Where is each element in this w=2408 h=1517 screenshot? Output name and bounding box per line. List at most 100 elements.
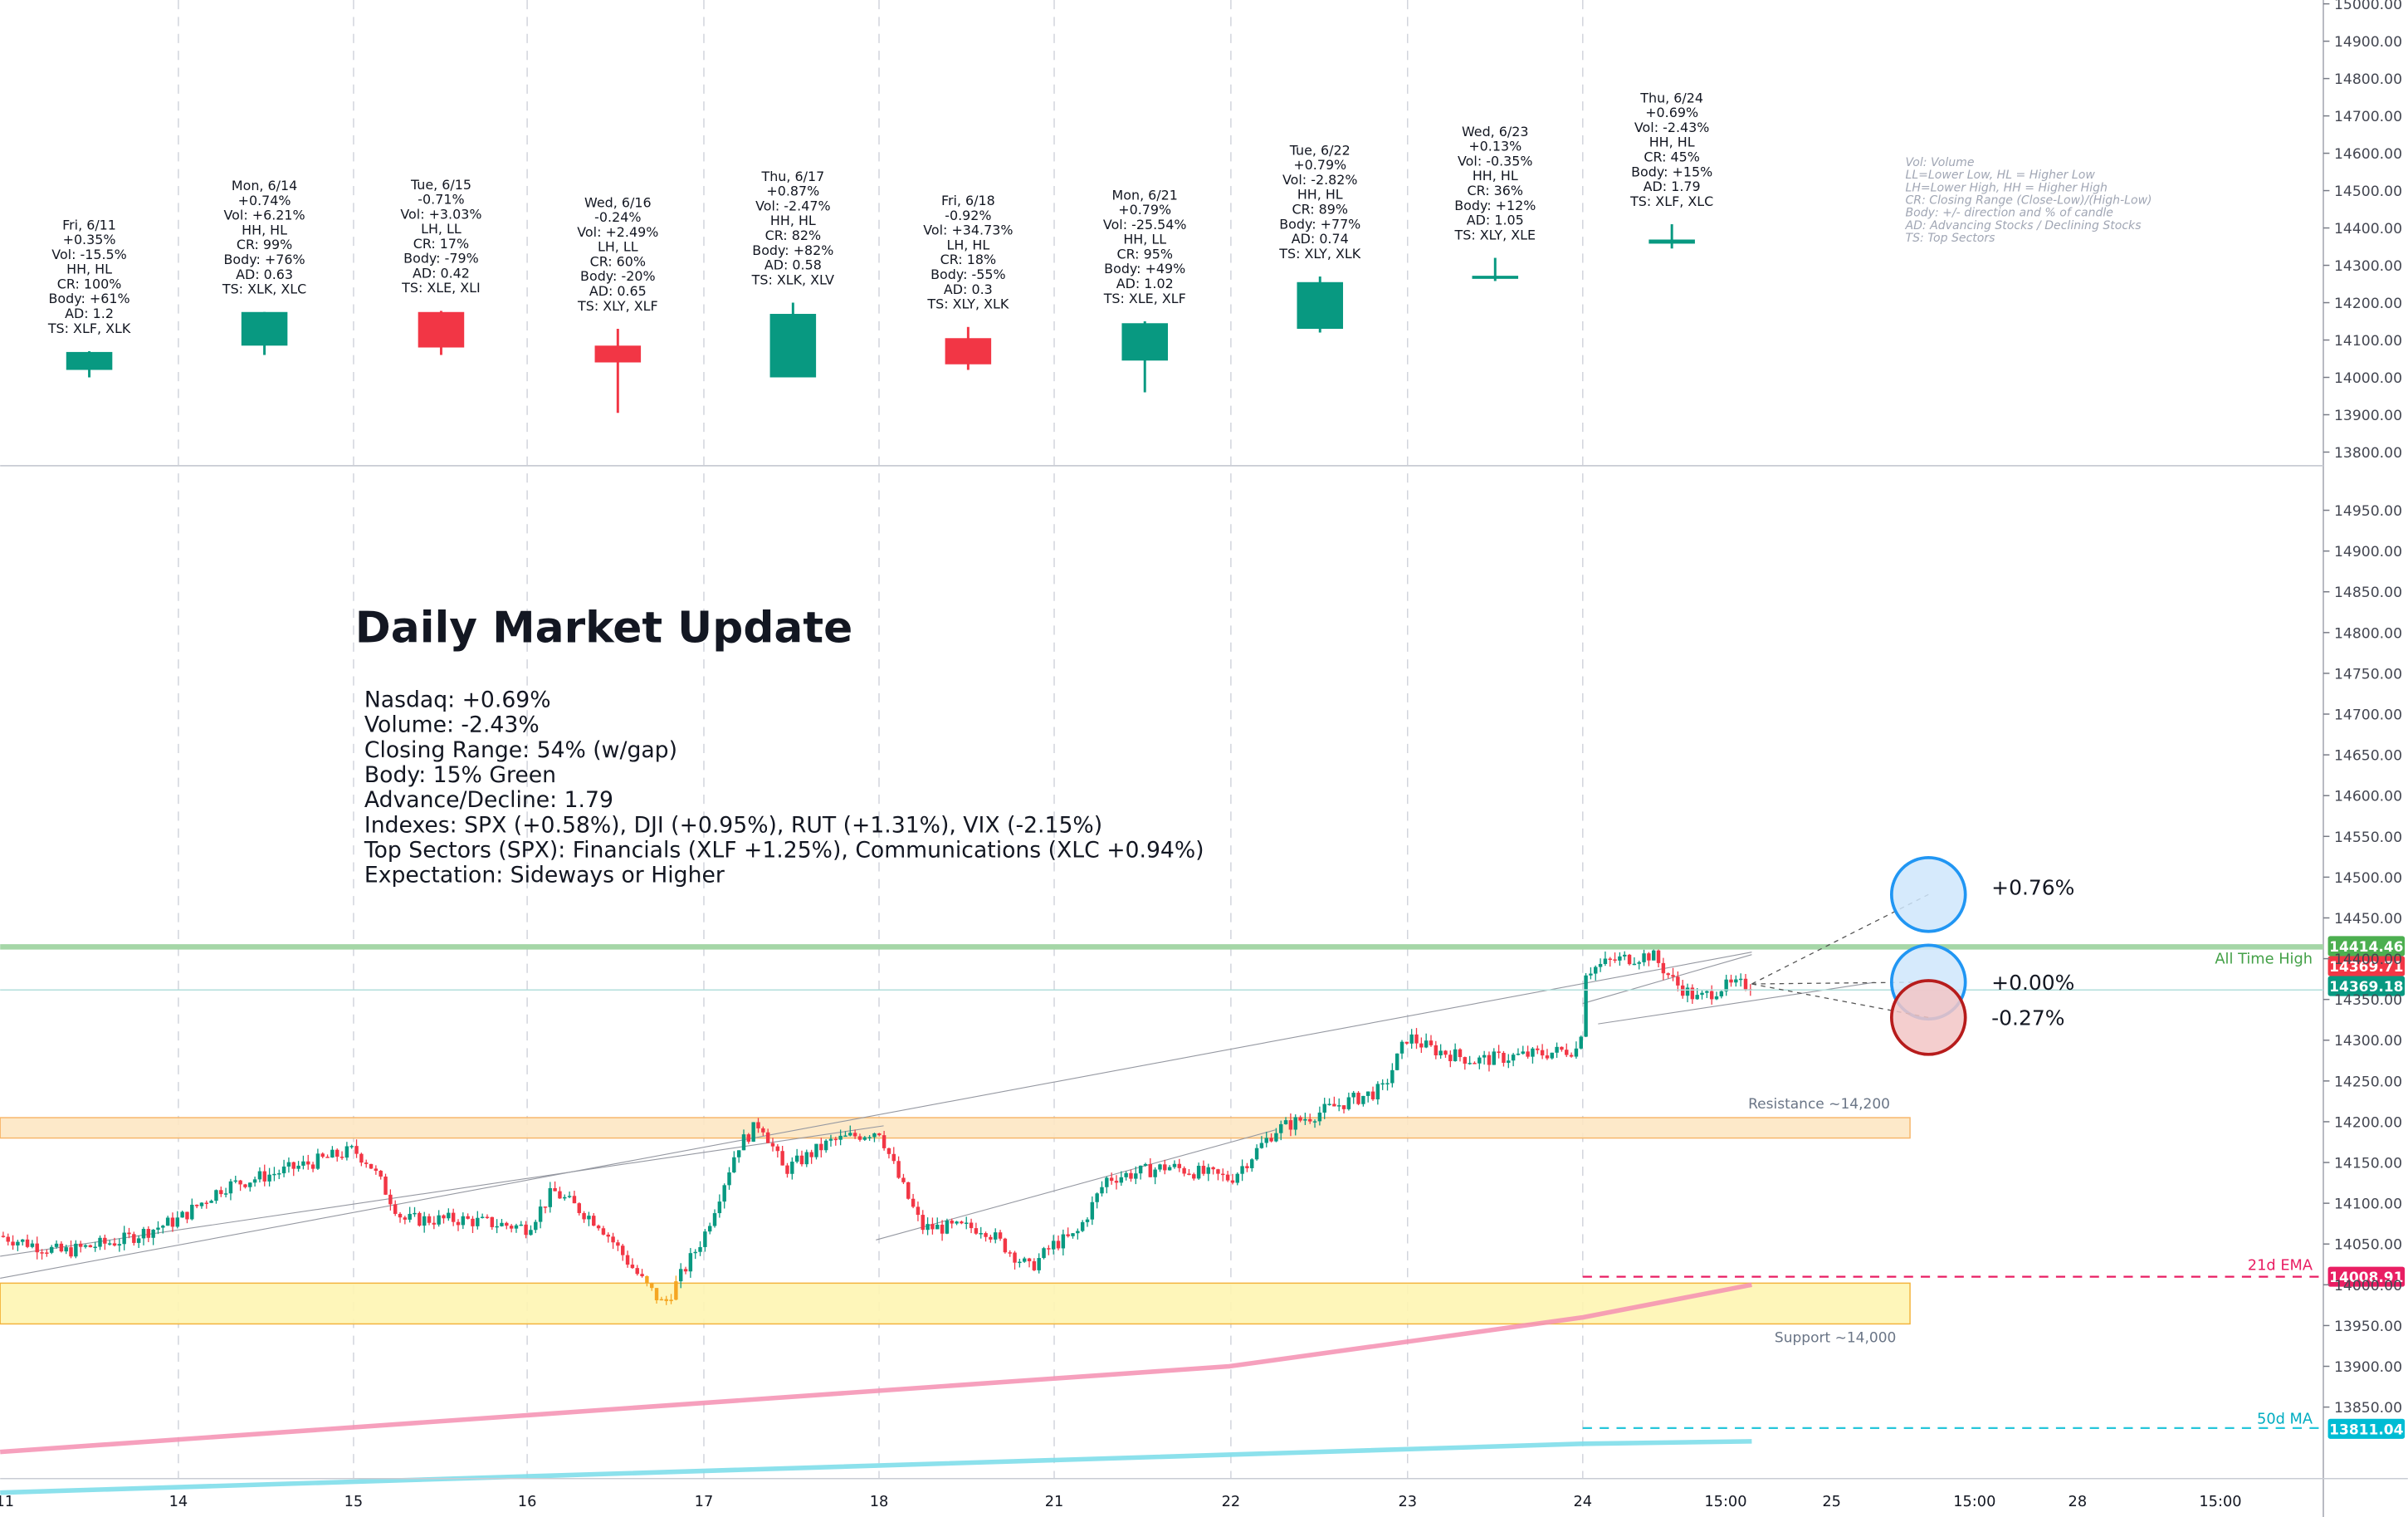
intraday-body bbox=[243, 1184, 247, 1187]
day-stat-label: Body: +61% bbox=[49, 291, 130, 306]
intraday-body bbox=[965, 1222, 969, 1224]
day-stat-label: Tue, 6/15 bbox=[410, 177, 471, 193]
x-axis-label: 15 bbox=[344, 1494, 364, 1510]
bottom-axis-label: 14000.00 bbox=[2334, 1278, 2402, 1294]
intraday-body bbox=[1375, 1084, 1380, 1099]
day-stat-label: HH, HL bbox=[66, 262, 112, 277]
intraday-body bbox=[650, 1283, 654, 1289]
intraday-body bbox=[1056, 1241, 1061, 1249]
top-axis-label: 14500.00 bbox=[2334, 184, 2402, 200]
projection-line bbox=[1751, 981, 1929, 985]
intraday-body bbox=[291, 1162, 296, 1169]
projections: +0.76% +0.00% -0.27% bbox=[1751, 856, 2074, 1056]
day-stat-label: Fri, 6/18 bbox=[941, 193, 995, 208]
day-stat-label: +0.74% bbox=[238, 193, 291, 208]
intraday-body bbox=[296, 1165, 300, 1169]
intraday-body bbox=[635, 1268, 639, 1275]
intraday-body bbox=[940, 1224, 945, 1234]
intraday-body bbox=[1453, 1049, 1458, 1062]
intraday-body bbox=[538, 1206, 543, 1222]
intraday-body bbox=[534, 1221, 538, 1231]
intraday-body bbox=[587, 1216, 591, 1220]
top-candle-body bbox=[418, 311, 465, 348]
intraday-body bbox=[960, 1221, 964, 1224]
intraday-body bbox=[6, 1236, 10, 1242]
intraday-body bbox=[1274, 1133, 1278, 1142]
intraday-body bbox=[625, 1255, 630, 1265]
x-axis-label: 25 bbox=[1822, 1494, 1841, 1510]
intraday-body bbox=[770, 1143, 775, 1147]
intraday-body bbox=[393, 1204, 398, 1214]
intraday-body bbox=[1071, 1233, 1075, 1236]
intraday-body bbox=[993, 1232, 998, 1240]
price-tag bbox=[2327, 1418, 2406, 1439]
price-tag bbox=[2327, 976, 2406, 996]
day-stat-label: Vol: -2.82% bbox=[1282, 172, 1357, 188]
intraday-body bbox=[1303, 1118, 1307, 1121]
intraday-body bbox=[170, 1217, 175, 1227]
top-candle-body bbox=[769, 314, 817, 378]
intraday-body bbox=[1216, 1169, 1220, 1174]
intraday-body bbox=[180, 1211, 184, 1218]
intraday-body bbox=[606, 1234, 610, 1237]
intraday-body bbox=[374, 1168, 379, 1171]
intraday-body bbox=[1312, 1121, 1317, 1123]
intraday-body bbox=[1187, 1173, 1191, 1175]
intraday-body bbox=[930, 1224, 935, 1230]
intraday-body bbox=[49, 1246, 54, 1253]
intraday-body bbox=[1250, 1159, 1254, 1168]
intraday-body bbox=[804, 1152, 809, 1165]
intraday-body bbox=[64, 1247, 68, 1252]
bottom-axis-label: 14650.00 bbox=[2334, 748, 2402, 765]
intraday-body bbox=[1594, 966, 1598, 974]
day-stat-label: +0.79% bbox=[1118, 202, 1171, 218]
intraday-body bbox=[979, 1233, 983, 1235]
top-axis-label: 14900.00 bbox=[2334, 34, 2402, 51]
intraday-body bbox=[1264, 1138, 1268, 1143]
day-stat-label: HH, HL bbox=[1649, 135, 1695, 150]
intraday-body bbox=[1705, 991, 1709, 993]
top-candle-body bbox=[1121, 323, 1168, 361]
intraday-body bbox=[398, 1213, 403, 1218]
top-axis-label: 14400.00 bbox=[2334, 221, 2402, 237]
intraday-body bbox=[369, 1163, 374, 1169]
intraday-body bbox=[683, 1269, 688, 1272]
top-candle-body bbox=[594, 345, 642, 363]
day-stat-label: Mon, 6/14 bbox=[232, 178, 297, 193]
bottom-axis-label: 14900.00 bbox=[2334, 544, 2402, 560]
intraday-body bbox=[1269, 1138, 1273, 1142]
day-stat-label: Vol: +3.03% bbox=[400, 206, 481, 222]
intraday-body bbox=[78, 1243, 83, 1247]
intraday-body bbox=[1627, 954, 1632, 965]
day-stat-label: CR: 36% bbox=[1468, 183, 1523, 198]
update-line: Volume: -2.43% bbox=[364, 712, 540, 738]
intraday-body bbox=[621, 1245, 625, 1255]
intraday-body bbox=[741, 1134, 746, 1151]
intraday-body bbox=[1085, 1219, 1090, 1222]
intraday-body bbox=[112, 1243, 117, 1246]
day-stat-label: Wed, 6/23 bbox=[1462, 124, 1529, 139]
intraday-body bbox=[553, 1187, 557, 1192]
intraday-body bbox=[1037, 1258, 1041, 1270]
day-stat-label: LH, LL bbox=[421, 221, 462, 237]
day-stat-label: CR: 89% bbox=[1292, 202, 1348, 218]
intraday-body bbox=[567, 1196, 572, 1197]
intraday-body bbox=[364, 1162, 369, 1164]
intraday-body bbox=[1680, 985, 1685, 996]
intraday-body bbox=[1003, 1238, 1008, 1253]
price-levels: All Time High 21d EMA 50d MA 14414.46 14369.… bbox=[0, 936, 2406, 1439]
intraday-body bbox=[1129, 1172, 1133, 1179]
intraday-body bbox=[1221, 1173, 1225, 1176]
intraday-body bbox=[1647, 953, 1651, 961]
day-stat-label: -0.71% bbox=[418, 192, 464, 208]
intraday-body bbox=[1434, 1045, 1438, 1055]
day-stat-label: Mon, 6/21 bbox=[1112, 187, 1178, 203]
intraday-body bbox=[272, 1173, 276, 1176]
bottom-axis-label: 13900.00 bbox=[2334, 1359, 2402, 1376]
intraday-body bbox=[1095, 1193, 1099, 1202]
intraday-body bbox=[1298, 1117, 1302, 1121]
intraday-body bbox=[1419, 1043, 1424, 1048]
day-stat-label: TS: XLK, XLV bbox=[751, 272, 835, 287]
day-stat-label: CR: 95% bbox=[1117, 246, 1173, 262]
